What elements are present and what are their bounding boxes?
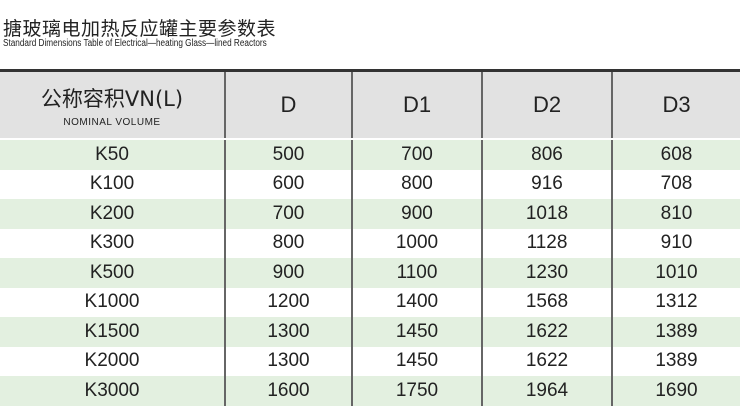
cell-d1: 900: [351, 199, 482, 229]
cell-volume: K1500: [0, 317, 225, 347]
cell-d1: 1450: [351, 346, 482, 376]
header-volume: 公称容积VN(L) NOMINAL VOLUME: [0, 70, 225, 140]
table-row: K100 600 800 916 708: [0, 169, 740, 199]
cell-d: 1300: [224, 346, 352, 376]
cell-d1: 1000: [351, 228, 482, 258]
cell-d3: 810: [611, 199, 740, 229]
dimensions-table: 公称容积VN(L) NOMINAL VOLUME D D1 D2 D3 K50 5…: [0, 69, 740, 406]
cell-d1: 800: [351, 169, 482, 199]
table-row: K1500 1300 1450 1622 1389: [0, 317, 740, 347]
cell-d2: 806: [481, 139, 612, 170]
cell-volume: K500: [0, 258, 225, 288]
cell-d2: 916: [481, 169, 612, 199]
cell-d: 1200: [224, 287, 352, 317]
cell-d3: 1389: [611, 317, 740, 347]
cell-d2: 1622: [481, 346, 612, 376]
cell-d1: 1450: [351, 317, 482, 347]
table-row: K3000 1600 1750 1964 1690: [0, 376, 740, 406]
cell-volume: K1000: [84, 291, 140, 313]
header-d3: D3: [611, 70, 740, 140]
cell-d1: 1100: [351, 258, 482, 288]
header-d2: D2: [481, 70, 612, 140]
cell-volume: K50: [0, 139, 225, 170]
cell-d3: 910: [611, 228, 740, 258]
title-english: Standard Dimensions Table of Electrical—…: [3, 38, 267, 49]
cell-d: 1600: [224, 376, 352, 406]
table-row: K300 800 1000 1128 910: [0, 228, 740, 258]
header-d: D: [224, 70, 352, 140]
cell-d: 500: [224, 139, 352, 170]
title-chinese: 搪玻璃电加热反应罐主要参数表: [3, 18, 277, 40]
cell-volume: K100: [89, 173, 135, 195]
table-row: K50 500 700 806 608: [0, 139, 740, 170]
cell-d3: 608: [611, 139, 740, 170]
cell-d1: 700: [351, 139, 482, 170]
cell-d3: 1312: [611, 287, 740, 317]
cell-volume: K3000: [0, 376, 225, 406]
cell-d: 700: [224, 199, 352, 229]
cell-d: 600: [224, 169, 352, 199]
cell-d1: 1400: [351, 287, 482, 317]
cell-volume: K200: [0, 199, 225, 229]
cell-d3: 1010: [611, 258, 740, 288]
table-row: K2000 1300 1450 1622 1389: [0, 346, 740, 376]
table-row: K200 700 900 1018 810: [0, 199, 740, 229]
cell-d2: 1230: [481, 258, 612, 288]
table-row: K1000 1200 1400 1568 1312: [0, 287, 740, 317]
cell-d3: 1690: [611, 376, 740, 406]
cell-d1: 1750: [351, 376, 482, 406]
cell-d: 1300: [224, 317, 352, 347]
cell-d2: 1568: [481, 287, 612, 317]
header-volume-en: NOMINAL VOLUME: [63, 116, 161, 128]
cell-d: 800: [224, 228, 352, 258]
cell-d3: 708: [611, 169, 740, 199]
header-d1: D1: [351, 70, 482, 140]
cell-d: 900: [224, 258, 352, 288]
cell-d2: 1622: [481, 317, 612, 347]
cell-d2: 1128: [481, 228, 612, 258]
header-volume-cn: 公称容积VN(L): [40, 86, 184, 111]
cell-d2: 1018: [481, 199, 612, 229]
cell-volume: K2000: [84, 350, 140, 372]
table-row: K500 900 1100 1230 1010: [0, 258, 740, 288]
cell-d2: 1964: [481, 376, 612, 406]
cell-d3: 1389: [611, 346, 740, 376]
cell-volume: K300: [89, 232, 135, 254]
header-row: 公称容积VN(L) NOMINAL VOLUME D D1 D2 D3: [0, 70, 740, 140]
